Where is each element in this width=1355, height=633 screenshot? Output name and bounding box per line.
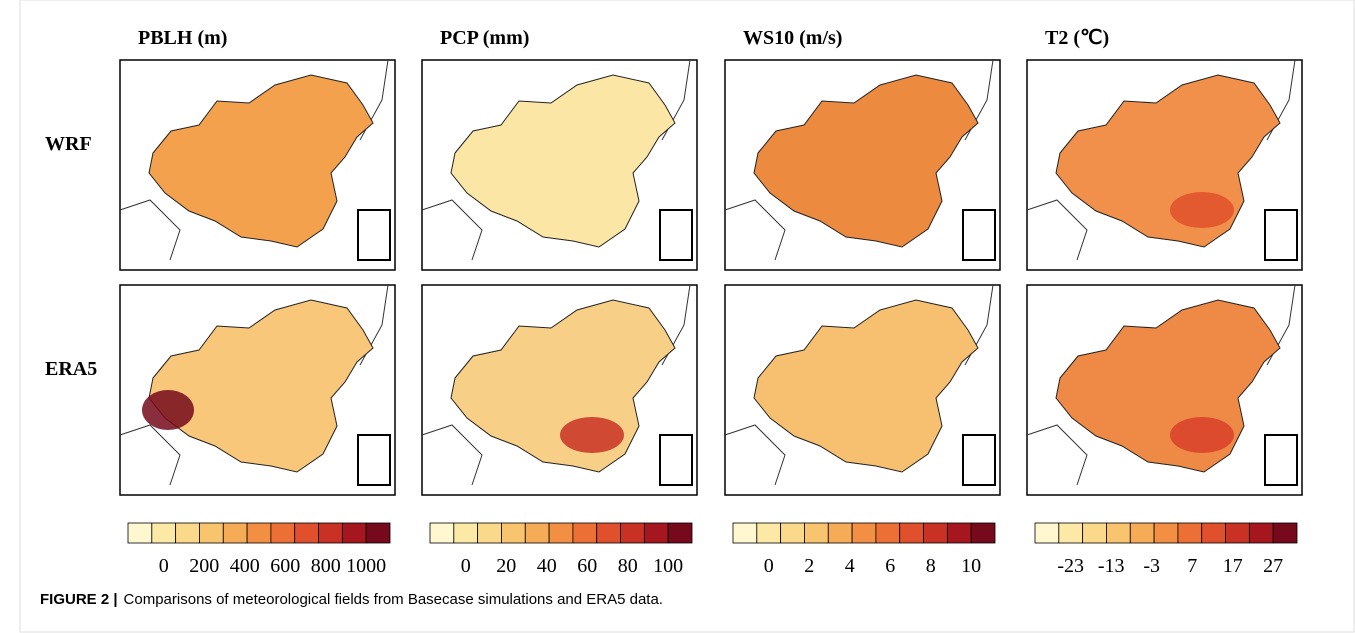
colorbar-tick-label: 7 [1187,555,1197,577]
colorbar-tick-label: 0 [764,555,774,577]
map-panel [725,285,1000,495]
colorbar-cell [152,523,176,543]
map-hotspot [1170,417,1234,453]
map-panel [120,285,395,495]
colorbar-cell [621,523,645,543]
colorbar-cell [852,523,876,543]
inset-box [358,435,390,485]
colorbar-tick-label: 40 [537,555,557,577]
colorbar-cell [1035,523,1059,543]
colorbar-cell [223,523,247,543]
colorbar-cell [1154,523,1178,543]
inset-box [963,210,995,260]
colorbar-cell [1226,523,1250,543]
colorbar-tick-label: 60 [577,555,597,577]
colorbar-tick-label: 100 [653,555,683,577]
colorbar-cell [525,523,549,543]
colorbar-cell [597,523,621,543]
colorbar-cell [1273,523,1297,543]
map-panel [120,60,395,270]
inset-box [1265,435,1297,485]
map-panel [1027,60,1302,270]
colorbar-tick-label: -23 [1057,555,1084,577]
colorbar-cell [573,523,597,543]
caption-text: Comparisons of meteorological fields fro… [124,591,663,608]
colorbar-tick-label: 4 [845,555,855,577]
colorbar-cell [781,523,805,543]
colorbar-tick-label: -3 [1143,555,1160,577]
colorbar-tick-label: -13 [1098,555,1125,577]
colorbar-tick-label: 27 [1263,555,1283,577]
colorbar-cell [1106,523,1130,543]
colorbar-cell [271,523,295,543]
colorbar-tick-label: 800 [311,555,341,577]
colorbar-cell [478,523,502,543]
colorbar-cell [876,523,900,543]
colorbar-tick-label: 0 [461,555,471,577]
map-hotspot [1170,192,1234,228]
colorbar-cell [295,523,319,543]
colorbar-cell [668,523,692,543]
colorbar-cell [900,523,924,543]
colorbar-cell [549,523,573,543]
colorbar-cell [199,523,223,543]
inset-box [358,210,390,260]
map-panel [725,60,1000,270]
inset-box [963,435,995,485]
colorbar-cell [757,523,781,543]
colorbar-tick-label: 6 [885,555,895,577]
colorbar-tick-label: 8 [926,555,936,577]
map-hotspot [142,390,194,430]
colorbar-cell [176,523,200,543]
column-title: PBLH (m) [138,27,227,49]
colorbar-tick-label: 20 [496,555,516,577]
map-panel [1027,285,1302,495]
colorbar-tick-label: 2 [804,555,814,577]
colorbar-cell [733,523,757,543]
colorbar-tick-label: 200 [189,555,219,577]
inset-box [660,210,692,260]
map-hotspot [560,417,624,453]
colorbar-cell [1202,523,1226,543]
colorbar-cell [454,523,478,543]
colorbar-cell [924,523,948,543]
colorbar-cell [1249,523,1273,543]
colorbar-tick-label: 600 [270,555,300,577]
colorbar-tick-label: 1000 [346,555,386,577]
colorbar-cell [128,523,152,543]
inset-box [660,435,692,485]
colorbar-cell [947,523,971,543]
row-label: ERA5 [45,358,97,380]
colorbar-cell [430,523,454,543]
colorbar-cell [828,523,852,543]
map-panel [422,60,697,270]
colorbar-cell [501,523,525,543]
colorbar-cell [319,523,343,543]
colorbar-cell [1178,523,1202,543]
colorbar-tick-label: 80 [618,555,638,577]
colorbar-cell [247,523,271,543]
colorbar-cell [804,523,828,543]
colorbar-tick-label: 0 [159,555,169,577]
colorbar-cell [971,523,995,543]
row-label: WRF [45,133,92,155]
figure: FIGURE 2 | Comparisons of meteorological … [0,0,1355,633]
colorbar-tick-label: 10 [961,555,981,577]
map-panel [422,285,697,495]
colorbar-cell [1083,523,1107,543]
column-title: WS10 (m/s) [743,27,842,49]
colorbar-tick-label: 17 [1223,555,1243,577]
colorbar-cell [342,523,366,543]
caption: FIGURE 2 | Comparisons of meteorological … [40,591,663,608]
inset-box [1265,210,1297,260]
column-title: PCP (mm) [440,27,529,49]
column-title: T2 (℃) [1045,27,1109,49]
colorbar-cell [1130,523,1154,543]
colorbar-cell [644,523,668,543]
colorbar-tick-label: 400 [230,555,260,577]
colorbar-cell [1059,523,1083,543]
colorbar-cell [366,523,390,543]
caption-label: FIGURE 2 | [40,591,118,608]
